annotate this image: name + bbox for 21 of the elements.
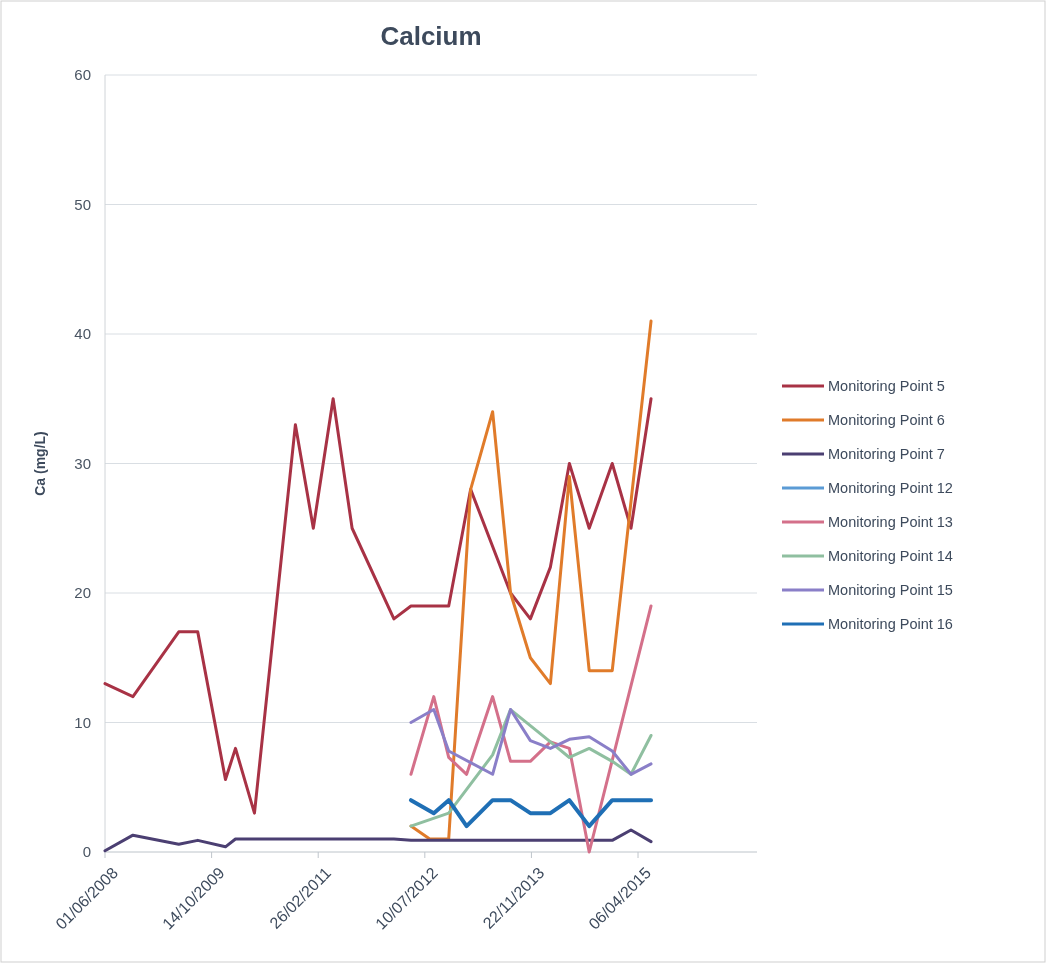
line-series [409, 319, 653, 841]
y-tick-label: 20 [74, 584, 91, 602]
line-series [409, 708, 653, 776]
legend-label: Monitoring Point 16 [828, 616, 953, 633]
y-tick-label: 50 [74, 195, 91, 213]
legend-label: Monitoring Point 7 [828, 446, 945, 463]
legend-label: Monitoring Point 14 [828, 548, 953, 565]
y-tick-label: 10 [74, 713, 91, 731]
legend-label: Monitoring Point 15 [828, 582, 953, 599]
y-tick-label: 30 [74, 454, 91, 472]
legend-label: Monitoring Point 5 [828, 378, 945, 395]
line-series [103, 397, 653, 815]
y-tick-label: 60 [74, 66, 91, 84]
y-axis-title: Ca (mg/L) [32, 431, 48, 496]
line-series [103, 828, 653, 853]
legend-label: Monitoring Point 13 [828, 514, 953, 531]
legend-label: Monitoring Point 6 [828, 412, 945, 429]
legend-label: Monitoring Point 12 [828, 480, 953, 497]
y-tick-label: 40 [74, 325, 91, 343]
chart-title: Calcium [380, 21, 482, 51]
y-tick-label: 0 [82, 843, 91, 861]
